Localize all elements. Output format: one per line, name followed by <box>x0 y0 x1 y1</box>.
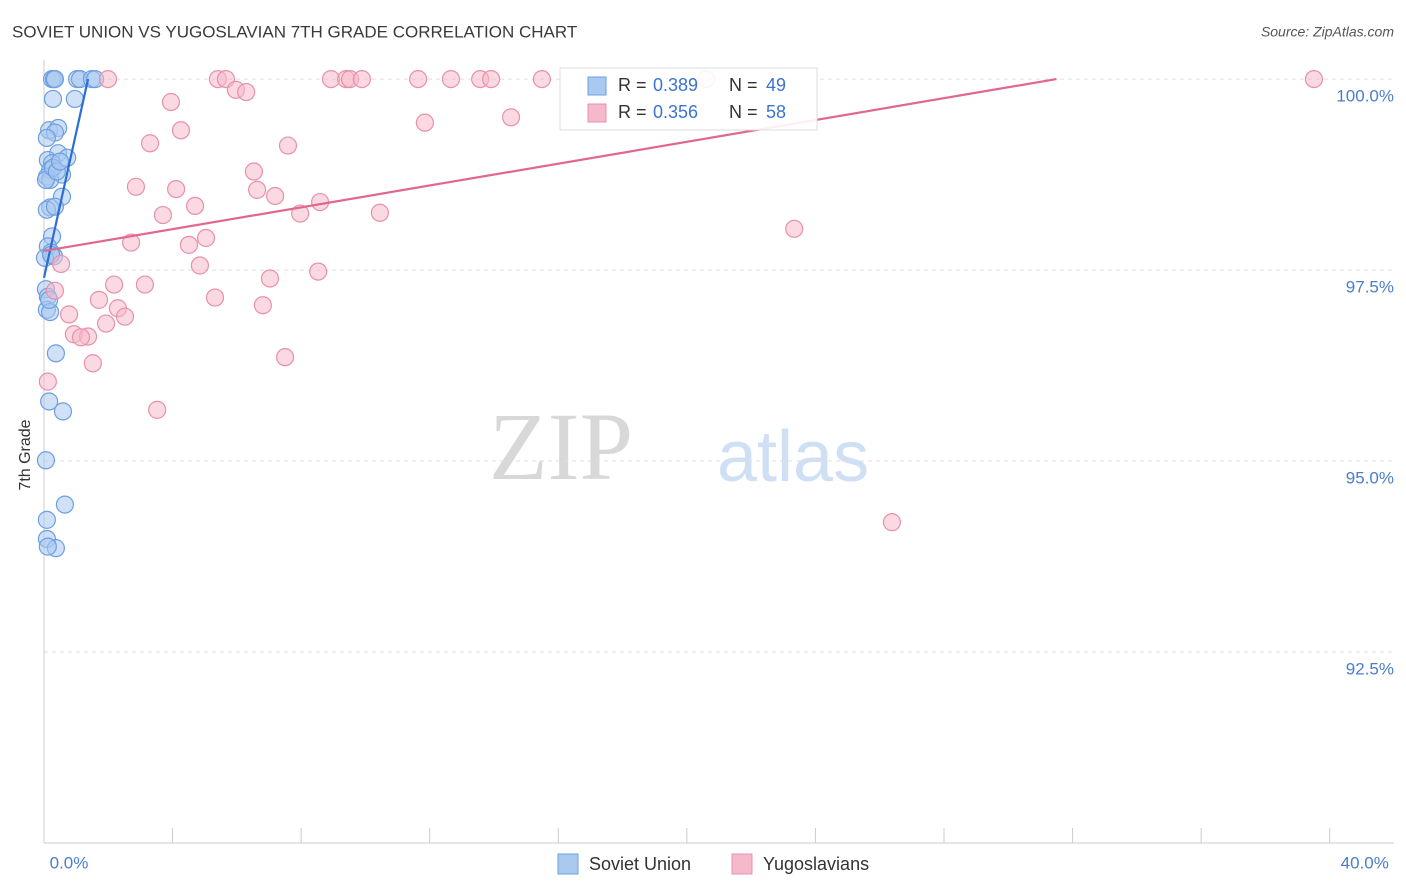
point <box>190 256 209 275</box>
source: Source: ZipAtlas.com <box>1261 24 1394 40</box>
point <box>532 69 551 89</box>
point <box>148 400 167 419</box>
point <box>43 89 63 109</box>
legend-n-label: N = <box>729 102 758 122</box>
point <box>1304 69 1324 89</box>
legend-n: 49 <box>766 75 786 95</box>
y-axis-label: 7th Grade <box>17 419 34 490</box>
point <box>179 235 199 254</box>
point <box>153 205 173 225</box>
legend-swatch <box>587 103 607 123</box>
point <box>55 495 74 514</box>
point <box>167 179 186 199</box>
point <box>65 89 84 109</box>
point <box>96 314 116 333</box>
point <box>501 108 521 127</box>
point <box>352 69 371 89</box>
point <box>98 69 118 89</box>
point <box>785 219 804 238</box>
point <box>253 296 272 315</box>
point <box>161 92 181 112</box>
point <box>244 162 263 181</box>
point <box>321 69 341 89</box>
legend-r-label: R = <box>618 75 647 95</box>
point <box>135 275 155 294</box>
watermark: ZIP <box>489 393 633 500</box>
series-1 <box>38 69 1324 532</box>
x-tick-label: 0.0% <box>50 853 89 872</box>
legend-r: 0.356 <box>653 102 698 122</box>
y-tick-label: 97.5% <box>1346 278 1394 297</box>
y-tick-label: 92.5% <box>1346 660 1394 679</box>
chart-title: SOVIET UNION VS YUGOSLAVIAN 7TH GRADE CO… <box>12 22 577 41</box>
point <box>260 269 280 288</box>
point <box>83 354 102 373</box>
series-0 <box>35 69 105 558</box>
point <box>40 392 59 411</box>
point <box>309 262 328 281</box>
point <box>51 254 71 274</box>
legend-label: Yugoslavians <box>763 854 869 874</box>
point <box>409 69 428 89</box>
point <box>38 372 57 391</box>
point <box>266 186 285 206</box>
trend-line <box>42 78 90 278</box>
watermark: atlas <box>717 417 869 497</box>
point <box>441 69 461 89</box>
point <box>38 537 57 556</box>
y-tick-label: 100.0% <box>1336 87 1394 106</box>
point <box>237 82 256 102</box>
point <box>45 69 65 89</box>
legend-swatch <box>557 853 579 875</box>
point <box>36 451 56 470</box>
point <box>370 203 389 222</box>
point <box>71 328 91 347</box>
point <box>37 128 56 148</box>
point <box>126 177 146 196</box>
point <box>46 344 65 363</box>
point <box>415 113 434 132</box>
point <box>50 152 70 171</box>
point <box>140 134 160 153</box>
point <box>171 121 191 140</box>
point <box>196 228 216 248</box>
point <box>185 196 205 216</box>
point <box>89 290 109 309</box>
point <box>115 307 135 326</box>
trend-line <box>43 78 1057 253</box>
legend-n-label: N = <box>729 75 758 95</box>
point <box>278 136 298 155</box>
point <box>104 275 124 294</box>
point <box>275 348 295 367</box>
point <box>248 180 267 199</box>
legend-r: 0.389 <box>653 75 698 95</box>
point <box>122 233 141 252</box>
point <box>45 281 65 300</box>
legend-r-label: R = <box>618 102 647 122</box>
point <box>53 402 73 421</box>
point <box>37 510 56 529</box>
x-tick-label: 40.0% <box>1341 853 1389 872</box>
y-tick-label: 95.0% <box>1346 469 1394 488</box>
legend-label: Soviet Union <box>589 854 691 874</box>
point <box>482 69 501 89</box>
legend-n: 58 <box>766 102 786 122</box>
point <box>882 513 902 532</box>
legend-swatch <box>587 76 607 96</box>
point <box>205 288 225 307</box>
legend-swatch <box>731 853 753 875</box>
point <box>59 305 79 324</box>
